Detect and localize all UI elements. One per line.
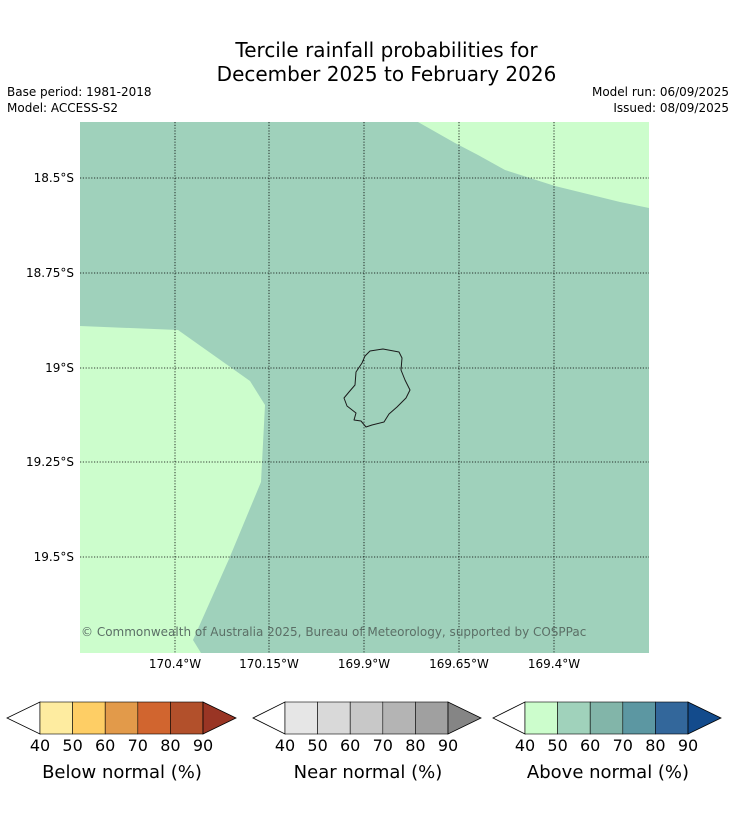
legend-near-label: Near normal (%)	[293, 762, 443, 783]
legend-below-tick-90: 90	[192, 736, 214, 755]
colorbar-swatch-1	[284, 701, 318, 735]
colorbar-swatch-4	[382, 701, 416, 735]
model-run: Model run: 06/09/2025	[591, 85, 729, 99]
legend-below-tick-60: 60	[95, 736, 116, 755]
title-line-1: Tercile rainfall probabilities for	[235, 38, 538, 62]
lat-label-18-5s: 18.5°S	[33, 171, 74, 185]
legend-near-tick-40: 40	[274, 736, 296, 755]
colorbar-swatch-5	[170, 701, 204, 735]
colorbar-swatch-4	[137, 701, 171, 735]
colorbar-near-normal	[252, 701, 482, 735]
legend-above-tick-80: 80	[645, 736, 666, 755]
legend-below-tick-70: 70	[127, 736, 148, 755]
legend-above-normal: 40 50 60 70 80 90 Above normal (%)	[492, 700, 724, 783]
copyright-notice: © Commonwealth of Australia 2025, Bureau…	[81, 625, 587, 639]
colorbar-swatch-2	[317, 701, 351, 735]
colorbar-over-triangle	[687, 701, 722, 735]
graticule	[80, 122, 649, 653]
legend-below-tick-50: 50	[62, 736, 83, 755]
legend-below-normal: 40 50 60 70 80 90 Below normal (%)	[6, 700, 238, 783]
colorbar-swatch-1	[524, 701, 558, 735]
legend-above-label: Above normal (%)	[526, 762, 690, 783]
probability-map	[80, 122, 649, 653]
colorbar-swatch-3	[104, 701, 139, 735]
legend-above-tick-40: 40	[514, 736, 536, 755]
colorbar-under-triangle	[6, 701, 41, 735]
colorbar-swatch-3	[589, 701, 624, 735]
lon-label-170-15w: 170.15°W	[239, 657, 299, 671]
legend-above-tick-50: 50	[547, 736, 568, 755]
colorbar-over-triangle	[202, 701, 237, 735]
lon-label-169-65w: 169.65°W	[429, 657, 489, 671]
colorbar-swatch-1	[39, 701, 73, 735]
legend-below-label: Below normal (%)	[42, 762, 202, 783]
colorbar-below-normal	[6, 701, 237, 735]
colorbar-over-triangle	[447, 701, 482, 735]
legend-near-tick-60: 60	[340, 736, 361, 755]
lat-label-19-25s: 19.25°S	[26, 455, 74, 469]
legend-near-tick-80: 80	[405, 736, 426, 755]
legend-above-tick-70: 70	[612, 736, 633, 755]
lon-label-169-4w: 169.4°W	[527, 657, 581, 671]
colorbar-under-triangle	[492, 701, 526, 735]
base-period: Base period: 1981-2018	[7, 85, 152, 99]
colorbar-swatch-5	[655, 701, 689, 735]
legend-near-tick-50: 50	[307, 736, 328, 755]
map-region-above-50-northeast	[418, 122, 649, 208]
map-region-above-50-west	[80, 326, 265, 653]
meta-left: Base period: 1981-2018 Model: ACCESS-S2	[7, 84, 152, 116]
legend-above-tick-60: 60	[580, 736, 601, 755]
legend-below-tick-40: 40	[29, 736, 51, 755]
island-coastline-niue	[343, 348, 411, 428]
chart-title: Tercile rainfall probabilities for Decem…	[0, 38, 736, 86]
lat-label-19-5s: 19.5°S	[33, 550, 74, 564]
colorbar-swatch-2	[72, 701, 106, 735]
meta-right: Model run: 06/09/2025 Issued: 08/09/2025	[592, 84, 729, 116]
issued-date: Issued: 08/09/2025	[613, 101, 729, 115]
colorbar-swatch-2	[557, 701, 591, 735]
lon-label-169-9w: 169.9°W	[337, 657, 391, 671]
legend-near-tick-70: 70	[372, 736, 393, 755]
colorbar-above-normal	[492, 701, 722, 735]
lat-label-18-75s: 18.75°S	[26, 266, 74, 280]
colorbar-under-triangle	[252, 701, 286, 735]
colorbar-swatch-3	[349, 701, 384, 735]
colorbar-swatch-4	[622, 701, 656, 735]
colorbar-swatch-5	[415, 701, 449, 735]
legend-near-normal: 40 50 60 70 80 90 Near normal (%)	[252, 700, 484, 783]
title-line-2: December 2025 to February 2026	[216, 62, 557, 86]
lat-label-19s: 19°S	[45, 361, 74, 375]
lon-label-170-4w: 170.4°W	[148, 657, 202, 671]
legend-above-tick-90: 90	[677, 736, 699, 755]
model-name: Model: ACCESS-S2	[7, 101, 119, 115]
legend-below-tick-80: 80	[160, 736, 181, 755]
legend-near-tick-90: 90	[437, 736, 459, 755]
